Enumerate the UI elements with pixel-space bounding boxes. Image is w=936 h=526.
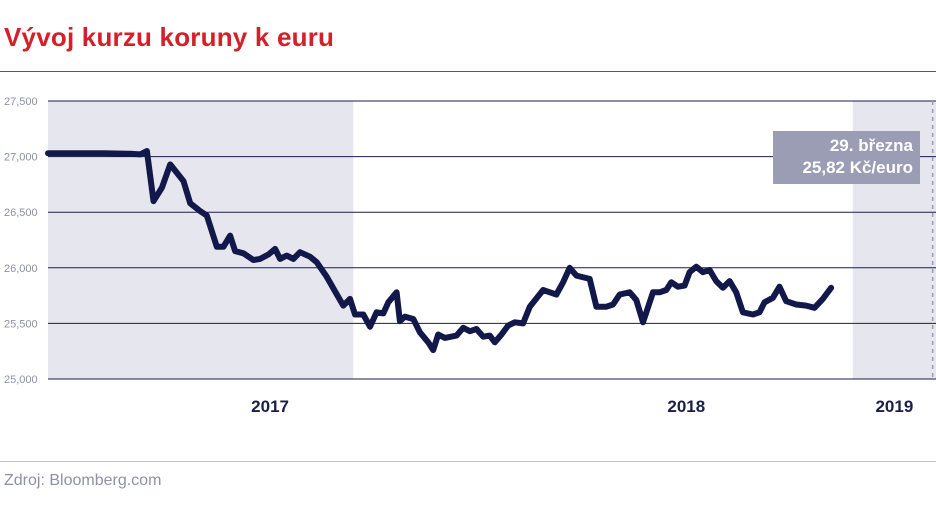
series-line [45, 148, 835, 354]
callout-date: 29. března [829, 136, 913, 155]
y-tick-label: 25,000 [4, 374, 38, 386]
year-label-2017: 2017 [251, 397, 289, 416]
exchange-rate-chart: 27,500 27,000 26,500 26,000 25,500 25,000 201… [4, 96, 936, 416]
x-axis-year-labels: 2017 2018 2019 [251, 397, 913, 416]
footer-divider [0, 461, 936, 462]
y-tick-label: 26,000 [4, 263, 38, 275]
y-tick-label: 26,500 [4, 207, 38, 219]
y-tick-label: 27,000 [4, 152, 38, 164]
callout-box [773, 131, 920, 184]
y-tick-label: 25,500 [4, 318, 38, 330]
y-axis-ticks: 27,500 27,000 26,500 26,000 25,500 25,000 [4, 96, 38, 386]
chart-title: Vývoj kurzu koruny k euru [4, 22, 335, 52]
year-label-2019: 2019 [875, 397, 913, 416]
callout-value: 25,82 Kč/euro [802, 158, 913, 177]
year-label-2018: 2018 [667, 397, 705, 416]
callout-label: 29. března 25,82 Kč/euro [773, 135, 913, 179]
year-bands [48, 101, 936, 379]
y-tick-label: 27,500 [4, 96, 38, 108]
year-band-0 [48, 101, 354, 379]
source-note: Zdroj: Bloomberg.com [4, 472, 162, 489]
title-divider [0, 71, 936, 72]
